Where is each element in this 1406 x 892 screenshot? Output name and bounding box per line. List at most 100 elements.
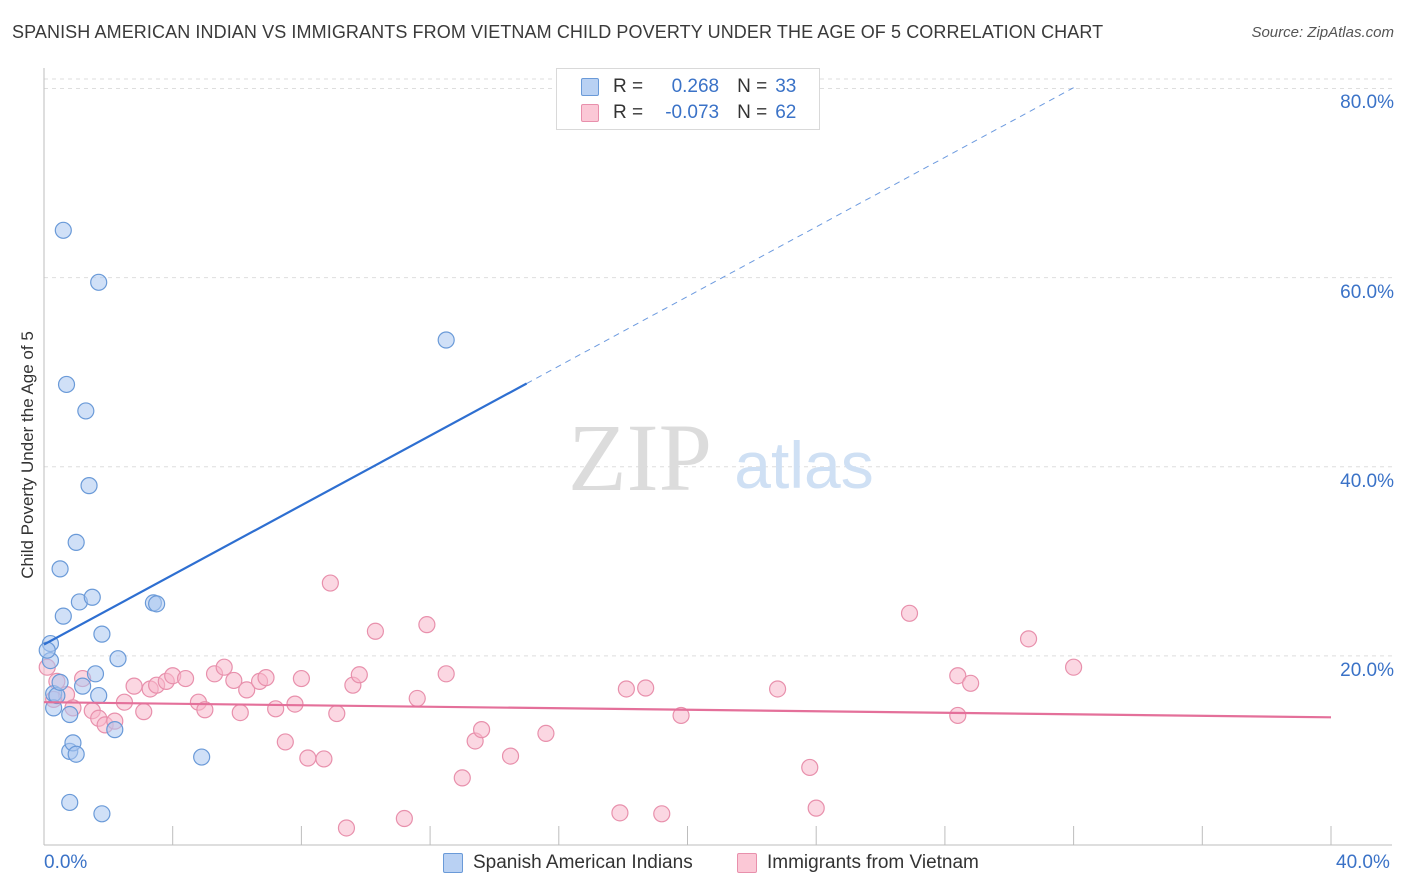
watermark-atlas: atlas [734, 428, 873, 502]
chart-title: SPANISH AMERICAN INDIAN VS IMMIGRANTS FR… [12, 22, 1104, 42]
spanish-american-indian-point [193, 748, 211, 766]
blue-trend-extension [526, 87, 1074, 384]
spanish-american-indian-point [106, 721, 124, 739]
spanish-american-indian-point [61, 793, 79, 812]
spanish-american-indian-point [86, 665, 105, 683]
spanish-american-indian-point [54, 221, 72, 239]
series-legend-immigrants-from-vietnam: Immigrants from Vietnam [737, 852, 979, 874]
correlation-legend: R = 0.268 N = 33 R = -0.073 N = 62 [556, 68, 820, 130]
vietnam-immigrant-point [215, 658, 233, 676]
spanish-american-indian-point [61, 705, 79, 724]
legend-r-value: 0.268 [671, 76, 720, 97]
blue-trend-line [43, 382, 528, 646]
pink-swatch-icon [737, 853, 757, 873]
spanish-american-indian-point [437, 331, 455, 349]
vietnam-immigrant-point [949, 706, 967, 725]
vietnam-immigrant-point [672, 706, 690, 725]
spanish-american-indian-point [77, 402, 95, 420]
legend-n-value: 33 [775, 76, 797, 97]
vietnam-immigrant-point [135, 703, 153, 721]
blue-swatch-icon [581, 78, 599, 96]
y-tick-label: 20.0% [1340, 659, 1394, 681]
gridlines [44, 78, 1392, 657]
spanish-american-indian-point [109, 650, 127, 668]
vietnam-immigrant-point [366, 622, 385, 640]
vietnam-immigrant-point [238, 681, 256, 699]
vietnam-immigrant-point [231, 704, 249, 722]
watermark-zip: ZIP [568, 404, 712, 511]
vietnam-immigrant-point [611, 804, 629, 822]
vietnam-immigrant-point [337, 819, 356, 837]
vietnam-immigrant-point [321, 574, 339, 592]
legend-n-label: N = [737, 76, 768, 97]
vietnam-immigrant-point [299, 749, 317, 767]
spanish-american-indian-point [148, 595, 166, 613]
legend-row-spanish-american-indians: R = 0.268 N = 33 [581, 75, 796, 99]
vietnam-immigrant-point [807, 799, 825, 817]
vietnam-immigrant-point [653, 805, 671, 823]
spanish-american-indian-point [57, 375, 76, 394]
vietnam-immigrant-point [395, 809, 413, 828]
vietnam-immigrant-point [949, 667, 967, 685]
spanish-american-indian-point [90, 273, 108, 291]
legend-r-label: R = [613, 102, 644, 123]
y-tick-label: 60.0% [1340, 281, 1394, 303]
spanish-american-indian-point [93, 805, 111, 823]
y-tick-label: 40.0% [1340, 470, 1394, 492]
spanish-american-indian-point [67, 745, 85, 763]
vietnam-immigrant-point [900, 604, 919, 622]
vietnam-immigrant-point [350, 666, 368, 684]
vietnam-immigrant-point [328, 704, 346, 723]
vietnam-immigrant-point [292, 669, 310, 688]
pink-swatch-icon [581, 104, 599, 122]
data-points [38, 221, 1083, 837]
spanish-american-indian-point [54, 607, 72, 625]
spanish-american-indian-point [67, 533, 85, 551]
vietnam-immigrant-point [801, 758, 819, 777]
vietnam-immigrant-point [437, 665, 455, 683]
vietnam-immigrant-point [617, 680, 635, 698]
trend-lines [43, 87, 1332, 719]
vietnam-immigrant-point [1064, 658, 1083, 676]
legend-n-value: 62 [775, 102, 797, 123]
spanish-american-indian-point [38, 641, 56, 659]
spanish-american-indian-point [93, 625, 111, 643]
vietnam-immigrant-point [418, 616, 436, 634]
vietnam-immigrant-point [176, 669, 195, 688]
series-legend-spanish-american-indians: Spanish American Indians [443, 852, 693, 874]
vietnam-immigrant-point [768, 680, 787, 698]
vietnam-immigrant-point [196, 701, 214, 719]
vietnam-immigrant-point [225, 671, 243, 690]
pink-trend-line [43, 701, 1332, 719]
legend-r-label: R = [613, 76, 644, 97]
y-tick-label: 80.0% [1340, 92, 1394, 114]
legend-n-label: N = [737, 102, 768, 123]
spanish-american-indian-point [51, 560, 69, 578]
vietnam-immigrant-point [125, 677, 143, 695]
vietnam-immigrant-point [453, 769, 471, 787]
vietnam-immigrant-point [637, 679, 655, 697]
vietnam-immigrant-point [962, 674, 980, 692]
spanish-american-indian-point [80, 477, 98, 495]
source-label: Source: ZipAtlas.com [1251, 24, 1394, 41]
vietnam-immigrant-point [315, 750, 333, 768]
series-name: Spanish American Indians [473, 852, 693, 873]
legend-row-immigrants-from-vietnam: R = -0.073 N = 62 [581, 101, 796, 125]
vietnam-immigrant-point [537, 724, 555, 743]
y-axis-label: Child Poverty Under the Age of 5 [18, 331, 37, 579]
series-name: Immigrants from Vietnam [767, 852, 979, 873]
axes [43, 68, 1392, 846]
x-tick-label-max: 40.0% [1336, 852, 1390, 873]
spanish-american-indian-point [74, 677, 92, 695]
vietnam-immigrant-point [257, 669, 275, 687]
legend-r-value: -0.073 [665, 102, 720, 123]
vietnam-immigrant-point [501, 747, 520, 765]
vietnam-immigrant-point [276, 733, 294, 751]
spanish-american-indian-point [83, 588, 101, 606]
vietnam-immigrant-point [1019, 630, 1038, 648]
spanish-american-indian-point [90, 686, 108, 705]
vietnam-immigrant-point [408, 689, 426, 708]
spanish-american-indian-point [51, 673, 69, 691]
vietnam-immigrant-point [267, 700, 285, 718]
